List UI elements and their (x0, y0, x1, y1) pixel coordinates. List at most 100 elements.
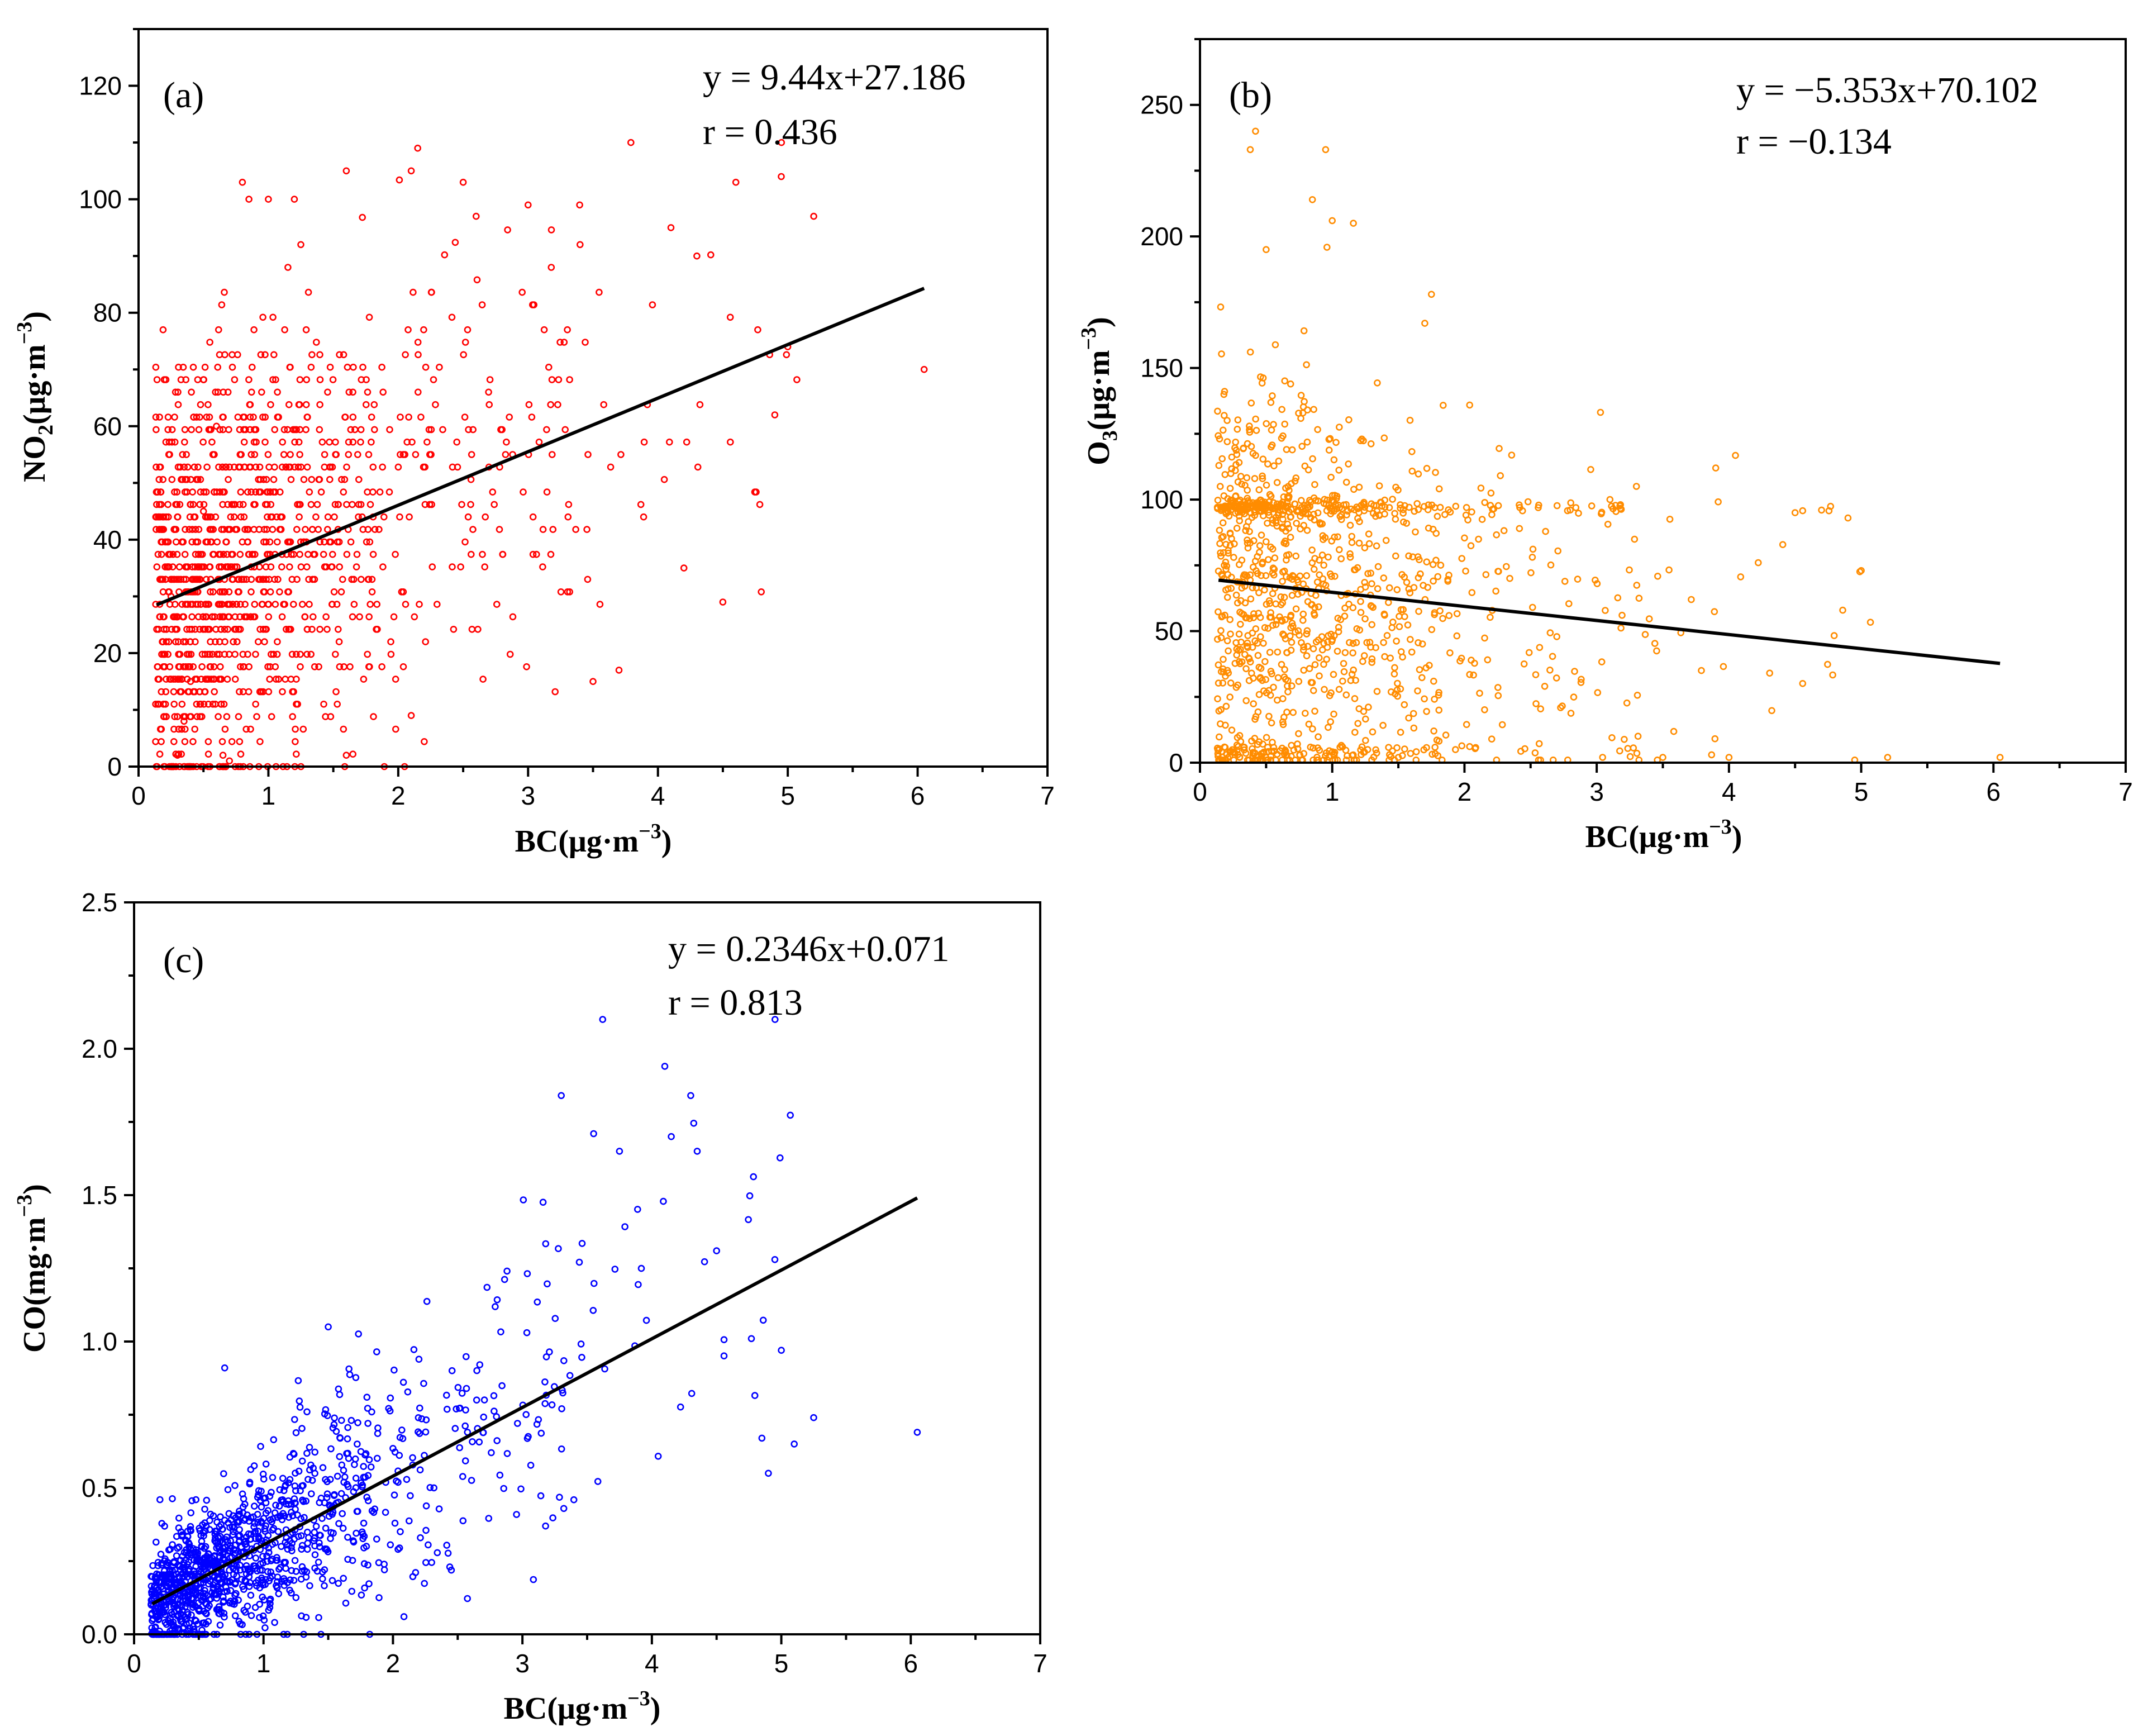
data-point (547, 401, 555, 408)
data-point (415, 351, 422, 359)
data-point (457, 563, 464, 570)
data-point (220, 526, 227, 533)
data-point (211, 451, 218, 458)
data-point (503, 1267, 511, 1275)
data-point (257, 488, 264, 496)
data-point (160, 376, 168, 383)
data-point (549, 526, 557, 533)
data-point (237, 488, 245, 496)
data-point (332, 438, 339, 446)
data-point (1214, 750, 1222, 758)
data-point (1332, 439, 1340, 446)
data-point (1253, 503, 1260, 511)
data-point (242, 725, 250, 733)
data-point (461, 339, 469, 346)
data-point (345, 438, 353, 446)
data-point (1234, 599, 1241, 607)
data-point (284, 426, 292, 434)
data-point (264, 451, 272, 458)
data-point (1222, 702, 1230, 710)
data-point (178, 750, 185, 758)
data-point (152, 363, 160, 371)
data-point (1250, 610, 1258, 617)
data-point (1237, 501, 1245, 508)
data-point (693, 252, 701, 260)
data-point (1633, 749, 1641, 757)
data-point (237, 750, 245, 758)
data-point (334, 701, 341, 708)
data-point (1218, 455, 1226, 463)
data-point (1265, 508, 1273, 516)
data-point (1653, 647, 1660, 655)
data-point (1249, 644, 1256, 651)
data-point (1217, 549, 1224, 557)
data-point (387, 638, 394, 645)
data-point (1535, 504, 1542, 511)
data-point (209, 526, 217, 533)
data-point (316, 426, 323, 434)
data-point (179, 613, 187, 621)
data-point (336, 663, 344, 670)
data-point (535, 438, 543, 446)
data-point (187, 1509, 195, 1516)
data-point (640, 513, 647, 521)
y-tick-label: 60 (93, 412, 122, 441)
data-point (490, 501, 498, 508)
data-point (357, 501, 365, 508)
data-point (245, 376, 253, 383)
data-point (197, 550, 204, 558)
data-point (284, 1545, 292, 1553)
data-point (365, 576, 373, 583)
data-point (159, 326, 167, 334)
data-point (1365, 703, 1372, 711)
data-point (1278, 660, 1285, 668)
data-point (330, 588, 338, 596)
data-point (335, 1520, 342, 1528)
data-point (1216, 540, 1223, 548)
data-point (1737, 573, 1745, 581)
data-point (364, 526, 372, 533)
data-point (239, 1621, 246, 1628)
data-point (311, 1534, 318, 1542)
data-point (1263, 734, 1270, 741)
data-point (364, 650, 372, 658)
data-point (315, 663, 322, 670)
data-point (232, 1549, 240, 1557)
data-point (326, 1476, 334, 1483)
data-point (235, 1532, 242, 1540)
data-point (1439, 615, 1446, 622)
data-point (197, 676, 205, 683)
data-point (1285, 551, 1293, 559)
data-point (1311, 661, 1319, 668)
data-point (1461, 534, 1468, 542)
data-point (1309, 687, 1317, 695)
data-point (298, 1567, 306, 1575)
data-point (537, 1492, 545, 1500)
data-point (468, 451, 475, 458)
data-point (475, 1438, 483, 1446)
data-point (206, 1517, 213, 1524)
data-point (1401, 573, 1408, 581)
data-point (173, 626, 181, 633)
data-point (1396, 612, 1403, 620)
data-point (1335, 467, 1342, 474)
data-point (307, 363, 315, 371)
data-point (220, 613, 228, 621)
data-point (266, 488, 274, 496)
data-point (1223, 507, 1231, 514)
data-point (1379, 721, 1387, 729)
data-point (337, 1416, 345, 1424)
data-point (1355, 539, 1363, 547)
data-point (1528, 553, 1536, 561)
data-point (1281, 420, 1288, 428)
data-point (363, 1494, 371, 1501)
data-point (369, 463, 377, 471)
data-point (1432, 469, 1439, 476)
data-point (1251, 475, 1259, 482)
data-point (275, 413, 282, 421)
data-point (1345, 460, 1352, 468)
data-point (316, 626, 323, 633)
data-point (1253, 426, 1260, 434)
data-point (366, 501, 374, 508)
